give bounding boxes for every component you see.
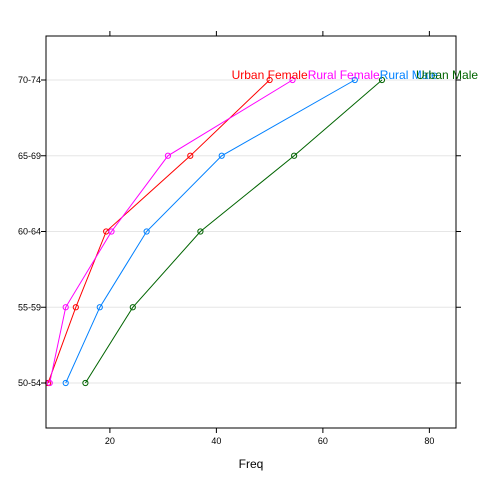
y-tick-label-60-64: 60-64 <box>18 227 41 237</box>
series-label-rural-male: Rural Male <box>380 68 438 82</box>
point-urban-male-70-74 <box>378 76 386 84</box>
y-tick-label-65-69: 65-69 <box>18 151 41 161</box>
y-axis: 50-54 55-59 60-64 65-69 70-74 <box>18 75 461 388</box>
y-tick-label-55-59: 55-59 <box>18 302 41 312</box>
point-rural-female-50-54 <box>46 379 53 387</box>
point-rural-female-60-64 <box>108 228 115 235</box>
point-urban-female-65-69 <box>187 152 194 159</box>
point-urban-female-70-74 <box>266 76 273 84</box>
point-urban-male-60-64 <box>197 228 204 235</box>
y-tick-label-70-74: 70-74 <box>18 75 41 85</box>
point-rural-male-60-64 <box>143 228 150 235</box>
y-tick-label-50-54: 50-54 <box>18 378 41 388</box>
point-rural-male-65-69 <box>218 152 225 159</box>
x-tick-label-40: 40 <box>211 436 221 446</box>
series-label-urban-male: Urban Male <box>416 68 478 82</box>
x-tick-label-80: 80 <box>424 436 434 446</box>
point-rural-male-50-54 <box>62 379 69 387</box>
series-line-rural-male <box>65 79 356 384</box>
point-rural-male-70-74 <box>351 76 358 84</box>
point-urban-male-55-59 <box>129 304 136 311</box>
series-labels: Urban Female Rural Female Rural MaleUrban … <box>232 68 479 82</box>
series-group <box>45 76 386 387</box>
point-rural-male-55-59 <box>96 304 103 311</box>
series-line-urban-male <box>84 79 383 384</box>
x-axis: 20 40 60 80 <box>105 31 434 446</box>
point-urban-male-50-54 <box>82 379 89 387</box>
x-tick-label-60: 60 <box>318 436 328 446</box>
series-label-urban-female: Urban Female <box>232 68 308 82</box>
point-rural-female-65-69 <box>164 152 172 159</box>
series-label-rural-female: Rural Female <box>308 68 380 82</box>
point-urban-female-55-59 <box>72 304 79 311</box>
x-tick-label-20: 20 <box>105 436 115 446</box>
point-rural-female-55-59 <box>62 304 69 311</box>
point-urban-male-65-69 <box>291 152 298 159</box>
series-line-urban-female <box>47 79 270 384</box>
point-rural-female-70-74 <box>289 76 296 84</box>
x-axis-title: Freq <box>239 457 264 471</box>
series-line-rural-female <box>49 79 293 384</box>
